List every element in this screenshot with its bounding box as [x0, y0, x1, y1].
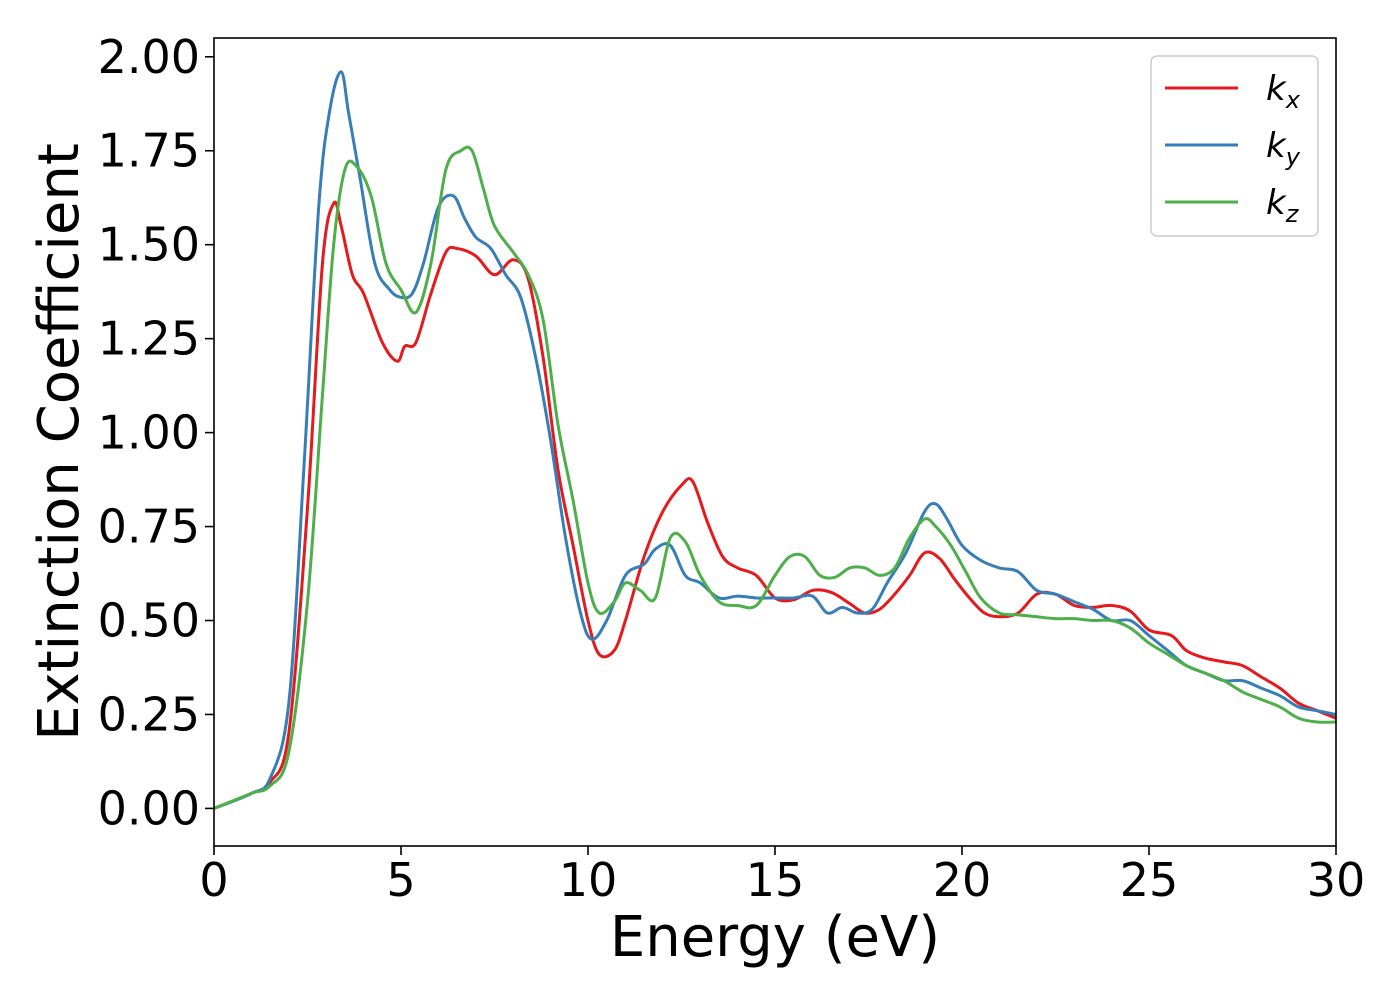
y-tick-label: 1.50 [98, 218, 200, 272]
series-line-kz [214, 145, 1336, 810]
x-tick-label: 20 [933, 853, 992, 907]
legend-label-main: k [1266, 183, 1287, 223]
x-tick-label: 0 [199, 853, 228, 907]
x-tick-label: 30 [1307, 853, 1366, 907]
y-tick-label: 1.00 [98, 406, 200, 460]
x-tick-label: 25 [1120, 853, 1179, 907]
legend-label-main: k [1266, 126, 1287, 166]
legend-label-kz: kz [1266, 183, 1300, 228]
y-tick-label: 0.50 [98, 594, 200, 648]
y-tick-label: 0.00 [98, 781, 200, 835]
y-tick-label: 0.25 [98, 687, 200, 741]
legend-label-sub: x [1285, 86, 1301, 114]
x-tick-label: 15 [746, 853, 805, 907]
legend-label-kx: kx [1266, 69, 1301, 114]
x-tick-label: 5 [386, 853, 415, 907]
ticks-group: 0 5 10 15 20 25 30 0.00 0.25 0.50 0.75 1.00 1.25 1.50… [98, 30, 1366, 907]
legend-label-sub: y [1285, 143, 1301, 171]
legend-label-ky: ky [1266, 126, 1301, 171]
y-tick-label: 0.75 [98, 500, 200, 554]
legend-label-main: k [1266, 69, 1287, 109]
y-tick-label: 2.00 [98, 30, 200, 84]
series-group [214, 70, 1336, 810]
y-tick-label: 1.25 [98, 312, 200, 366]
y-tick-label: 1.75 [98, 124, 200, 178]
x-axis-label: Energy (eV) [610, 905, 940, 970]
y-axis-label: Extinction Coefficient [27, 143, 92, 741]
series-line-kx [214, 200, 1336, 810]
legend-label-sub: z [1285, 200, 1300, 228]
x-tick-label: 10 [559, 853, 618, 907]
